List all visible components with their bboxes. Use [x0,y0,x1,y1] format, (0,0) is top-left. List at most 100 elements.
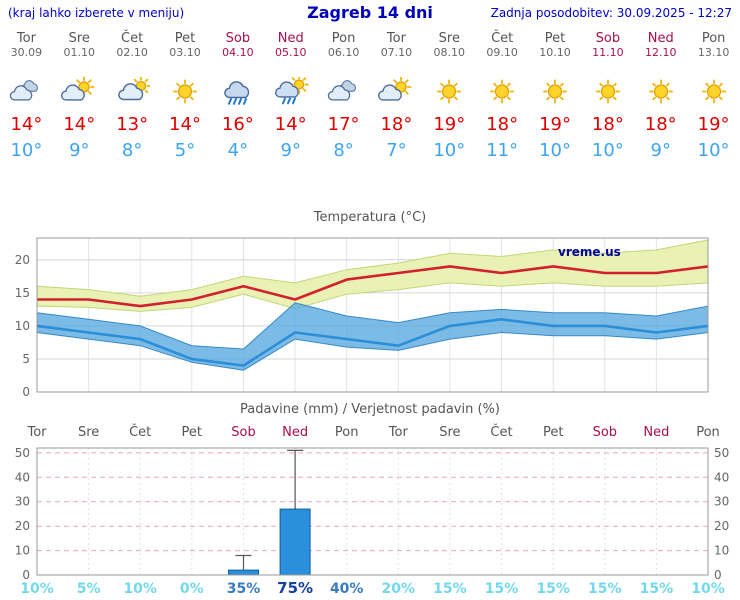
sun-icon [547,84,563,99]
raindrop-icon [281,97,286,105]
sun-ray [88,79,92,84]
sun-ray [599,96,603,101]
sun-ray [560,82,564,87]
y-axis-tick-right: 20 [714,519,729,533]
day-date: 07.10 [380,46,413,59]
weather-icon-partly-cloudy [53,76,106,107]
y-axis-tick: 15 [15,286,30,300]
max-temperature: 14° [169,114,201,135]
y-axis-tick: 10 [15,319,30,333]
max-temperature: 17° [327,114,360,135]
precip-probability: 15% [433,581,467,597]
day-name: Pet [174,31,196,46]
y-axis-tick-left: 20 [15,519,30,533]
sun-icon [442,84,457,99]
max-temperature: 13° [116,114,149,135]
precip-probability: 15% [588,581,622,597]
precip-probability: 20% [382,581,416,597]
raindrop-icon [286,97,291,105]
sun-ray [144,89,149,94]
day-name: Sre [68,31,90,46]
day-column: Tor 30.09 14° 10° [0,31,53,161]
sun-ray [440,82,445,87]
day-label: Čet [129,424,151,440]
precip-probability: 75% [277,579,313,597]
sun-icon [600,84,615,99]
day-label: Sre [78,425,99,440]
day-label: Sob [231,425,255,440]
sun-ray [189,96,194,101]
y-axis-tick-right: 0 [714,568,722,582]
precip-probability: 10% [691,581,725,597]
max-temperature: 14° [63,114,96,135]
day-column: Tor 07.10 18° 7° [370,31,423,161]
day-column: Ned 05.10 14° 9° [264,31,317,161]
sun-ray [302,77,307,81]
max-temperature: 19° [539,114,571,135]
y-axis-tick: 0 [22,385,30,399]
max-temperature: 16° [221,114,254,135]
day-label: Tor [388,425,409,440]
cloud-icon [118,83,144,101]
sun-ray [176,82,181,87]
y-axis-tick-left: 10 [15,544,30,558]
max-temperature: 18° [380,114,413,135]
watermark: vreme.us [558,245,621,259]
precip-probability: 0% [180,581,204,597]
min-temperature: 4° [227,140,249,161]
day-name: Ned [647,31,674,46]
min-temperature: 8° [333,140,354,161]
min-temperature: 5° [174,140,196,161]
weather-icon-sunny [634,77,687,107]
day-date: 10.10 [539,46,571,59]
weather-icon-sunny [423,77,476,107]
min-temperature: 9° [280,140,301,161]
day-date: 09.10 [486,46,518,59]
day-name: Čet [491,31,514,46]
temperature-chart: 0 5 10 15 20 vreme.us [15,237,709,399]
sun-icon [495,84,510,99]
min-range-band [36,302,709,371]
day-label: Pet [182,425,202,440]
sun-ray [612,82,617,87]
weather-icon-mostly-cloudy [106,75,159,107]
day-name: Ned [277,31,304,46]
sun-ray [302,88,307,92]
sun-ray [144,78,149,83]
plot-border [36,237,709,393]
sun-ray [507,96,511,101]
raindrop-icon [291,97,296,105]
last-update-text: Zadnja posodobitev: 30.09.2025 - 12:27 [490,6,732,20]
weather-icon-sunny [687,77,740,107]
day-label: Tor [26,425,47,440]
day-column: Sob 11.10 18° 10° [581,31,634,161]
min-temperature: 10° [697,140,730,161]
weather-icon-cloudy [0,77,53,107]
forecast-days-row: Tor 30.09 14° 10° Sre 01.10 14° 9° Čet 02.10 13° 8°… [0,31,740,161]
sun-ray [718,82,723,87]
day-column: Pet 03.10 14° 5° [159,31,212,161]
day-name: Tor [16,31,36,46]
precip-probability: 15% [640,581,674,597]
page-title: Zagreb 14 dni [307,3,433,22]
max-temperature: 14° [10,114,43,135]
day-column: Sre 08.10 19° 10° [423,31,476,161]
cloud-icon [274,81,299,98]
precip-probability: 10% [20,581,54,597]
day-label: Ned [643,425,669,440]
sun-icon [706,84,721,99]
sun-ray [454,96,458,101]
max-temperature: 19° [697,114,730,135]
day-name: Sob [225,31,251,46]
weather-icon-sunny [529,77,582,107]
day-label: Ned [282,425,308,440]
min-temperature: 9° [69,140,90,161]
min-temperature: 8° [121,140,143,161]
sun-ray [291,77,296,81]
precip-bar [279,508,311,576]
precipitation-chart: Tor Sre Čet Pet Sob Ned Pon Tor Sre Čet Pet Sob Ned P… [15,424,730,597]
weather-icon-partly-cloudy [370,76,423,107]
day-label: Sre [439,425,460,440]
raindrop-icon [232,98,237,105]
